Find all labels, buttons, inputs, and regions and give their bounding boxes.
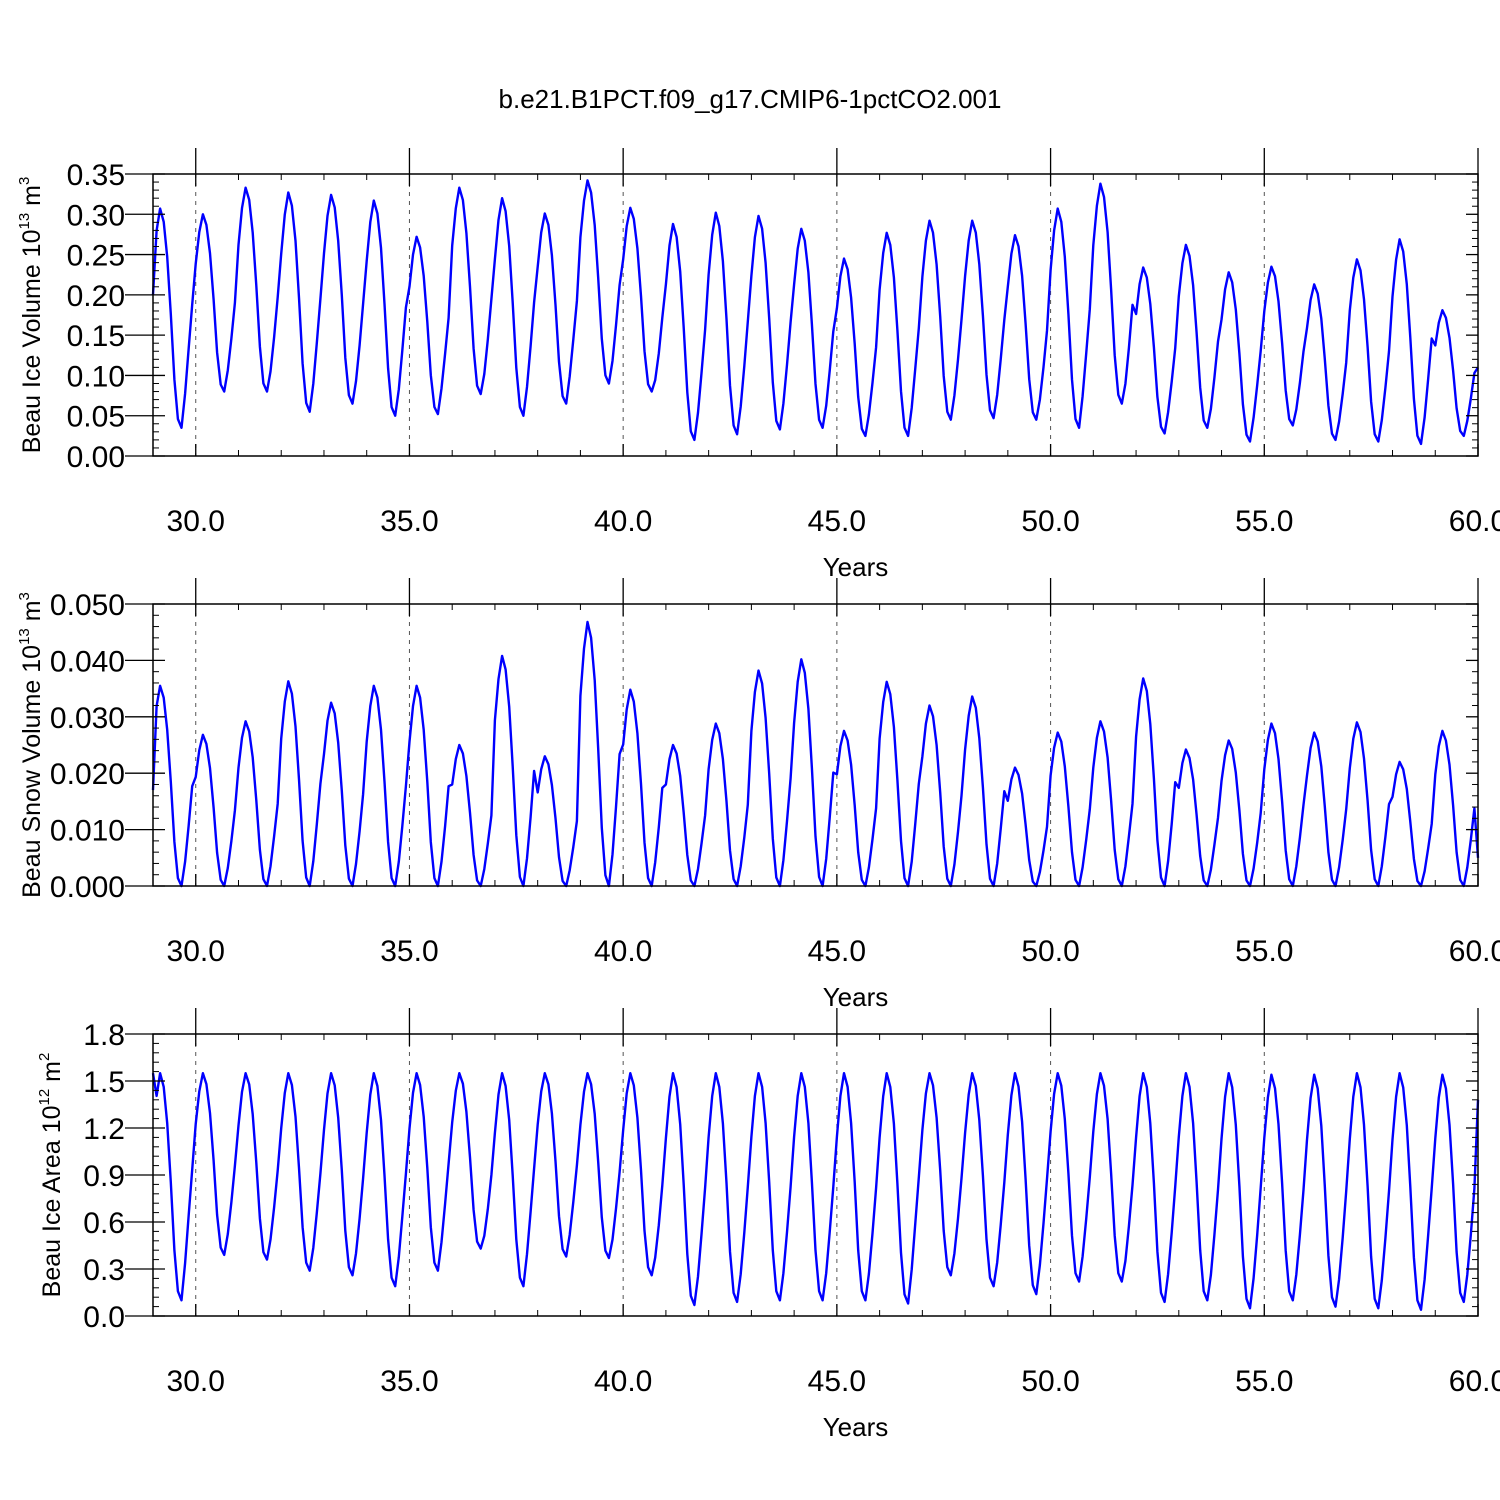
y-tick-label: 1.8 bbox=[83, 1019, 125, 1052]
x-tick-label: 50.0 bbox=[1021, 1365, 1079, 1398]
y-tick-label: 0.010 bbox=[50, 815, 125, 848]
y-tick-label: 0.3 bbox=[83, 1254, 125, 1287]
y-tick-label: 0.6 bbox=[83, 1207, 125, 1240]
y-tick-label: 0.30 bbox=[67, 199, 125, 232]
series-line bbox=[151, 179, 1480, 446]
y-tick-label: 0.15 bbox=[67, 320, 125, 353]
y-tick-label: 0.10 bbox=[67, 360, 125, 393]
x-tick-label: 45.0 bbox=[808, 935, 866, 968]
y-tick-label: 1.5 bbox=[83, 1066, 125, 1099]
x-tick-label: 30.0 bbox=[167, 935, 225, 968]
x-axis-label: Years bbox=[823, 552, 889, 582]
series-line bbox=[151, 1072, 1480, 1311]
y-tick-label: 0.00 bbox=[67, 441, 125, 474]
y-axis-label: Beau Ice Volume 1013 m3 bbox=[16, 177, 46, 454]
y-axis-label: Beau Snow Volume 1013 m3 bbox=[16, 592, 46, 898]
y-tick-label: 0.35 bbox=[67, 159, 125, 192]
x-tick-label: 30.0 bbox=[167, 505, 225, 538]
panel-ice-area: 30.0 35.0 40.0 45.0 50.0 55.0 60.0 Years 0.0 0.3 0… bbox=[36, 1008, 1500, 1442]
panel-snow-volume: 30.0 35.0 40.0 45.0 50.0 55.0 60.0 Years 0.000 0.… bbox=[16, 578, 1500, 1012]
y-tick-label: 0.040 bbox=[50, 645, 125, 678]
plot-frame bbox=[152, 173, 1479, 457]
y-tick-label: 0.020 bbox=[50, 758, 125, 791]
y-axis-label: Beau Ice Area 1012 m2 bbox=[36, 1053, 66, 1298]
y-tick-label: 0.030 bbox=[50, 702, 125, 735]
x-tick-label: 50.0 bbox=[1021, 935, 1079, 968]
x-tick-label: 40.0 bbox=[594, 505, 652, 538]
x-tick-label: 35.0 bbox=[380, 1365, 438, 1398]
y-tick-label: 0.9 bbox=[83, 1160, 125, 1193]
x-tick-label: 35.0 bbox=[380, 505, 438, 538]
x-tick-label: 35.0 bbox=[380, 935, 438, 968]
x-tick-label: 60.0 bbox=[1449, 1365, 1500, 1398]
panel-ice-volume: 30.0 35.0 40.0 45.0 50.0 55.0 60.0 Years 0.00 0.0… bbox=[16, 148, 1500, 582]
x-tick-label: 55.0 bbox=[1235, 1365, 1293, 1398]
x-axis-label: Years bbox=[823, 982, 889, 1012]
x-tick-label: 60.0 bbox=[1449, 935, 1500, 968]
figure-title: b.e21.B1PCT.f09_g17.CMIP6-1pctCO2.001 bbox=[499, 84, 1002, 114]
y-tick-label: 0.050 bbox=[50, 589, 125, 622]
x-tick-label: 30.0 bbox=[167, 1365, 225, 1398]
x-tick-label: 40.0 bbox=[594, 1365, 652, 1398]
y-tick-label: 0.20 bbox=[67, 280, 125, 313]
y-tick-label: 0.25 bbox=[67, 240, 125, 273]
plot-frame bbox=[152, 603, 1479, 887]
x-tick-label: 45.0 bbox=[808, 1365, 866, 1398]
y-tick-label: 1.2 bbox=[83, 1113, 125, 1146]
x-tick-label: 55.0 bbox=[1235, 505, 1293, 538]
x-axis-label: Years bbox=[823, 1412, 889, 1442]
x-tick-label: 60.0 bbox=[1449, 505, 1500, 538]
series-line bbox=[151, 620, 1480, 888]
y-tick-label: 0.05 bbox=[67, 401, 125, 434]
y-tick-label: 0.000 bbox=[50, 871, 125, 904]
x-tick-label: 40.0 bbox=[594, 935, 652, 968]
x-tick-label: 55.0 bbox=[1235, 935, 1293, 968]
y-tick-label: 0.0 bbox=[83, 1301, 125, 1334]
x-tick-label: 50.0 bbox=[1021, 505, 1079, 538]
x-tick-label: 45.0 bbox=[808, 505, 866, 538]
